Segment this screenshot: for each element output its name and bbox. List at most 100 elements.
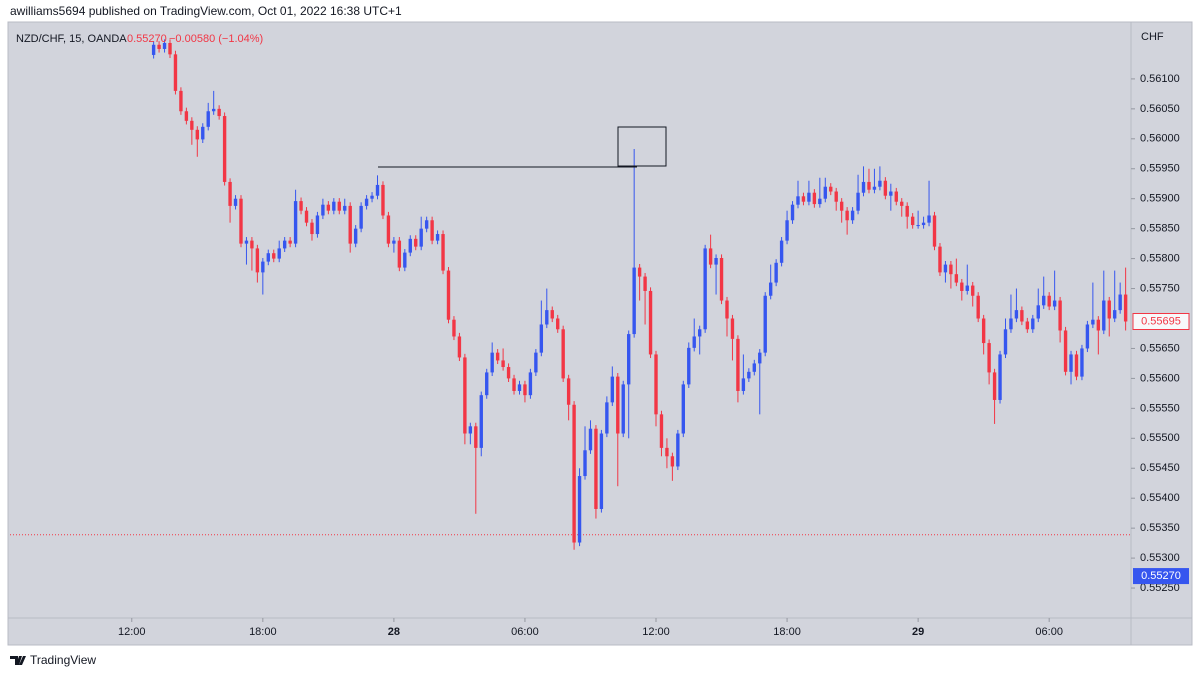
- candle-body: [867, 181, 871, 190]
- candle-body: [768, 282, 773, 296]
- candle-body: [293, 201, 298, 244]
- candle-body: [687, 347, 691, 385]
- candle-body: [708, 248, 713, 265]
- candle-body: [976, 295, 980, 319]
- candle-body: [949, 264, 953, 275]
- candle-body: [244, 240, 249, 244]
- candle-body: [364, 198, 369, 206]
- candle-body: [446, 270, 451, 320]
- publish-header: awilliams5694 published on TradingView.c…: [10, 4, 402, 18]
- x-tick-label: 18:00: [773, 626, 801, 638]
- candle-body: [550, 310, 554, 319]
- candle-body: [528, 372, 533, 396]
- candle-body: [468, 426, 473, 434]
- y-tick-label: 0.55250: [1140, 582, 1180, 594]
- candle-body: [779, 240, 784, 263]
- candle-body: [801, 196, 806, 202]
- candle-body: [943, 264, 948, 273]
- candle-body: [517, 384, 522, 391]
- candle-body: [1096, 319, 1101, 331]
- y-tick-label: 0.55500: [1140, 432, 1180, 444]
- candle-body: [211, 108, 216, 112]
- candle-body: [386, 215, 391, 244]
- candle-body: [326, 204, 331, 211]
- candle-body: [304, 210, 309, 223]
- candle-body: [910, 216, 915, 226]
- candle-body: [605, 402, 609, 434]
- candle-body: [381, 184, 385, 216]
- candle-body: [839, 201, 844, 211]
- candle-body: [277, 248, 281, 259]
- x-tick-label: 29: [912, 626, 924, 638]
- candle-body: [790, 204, 795, 221]
- candle-body: [1091, 319, 1095, 325]
- candle-body: [1118, 294, 1122, 311]
- candle-body: [272, 253, 276, 259]
- candle-body: [654, 354, 658, 415]
- y-tick-label: 0.55950: [1140, 163, 1180, 175]
- candle-body: [785, 220, 789, 241]
- candle-body: [850, 210, 855, 221]
- candle-body: [201, 126, 205, 140]
- candle-body: [556, 318, 560, 330]
- candle-body: [392, 240, 396, 244]
- y-tick-label: 0.55350: [1140, 522, 1180, 534]
- candle-body: [424, 220, 429, 229]
- candle-body: [987, 343, 991, 373]
- candle-body: [348, 205, 352, 244]
- candle-body: [719, 258, 724, 301]
- candle-body: [179, 90, 183, 112]
- candle-body: [266, 253, 270, 262]
- candle-body: [222, 116, 227, 182]
- candle-body: [583, 450, 587, 477]
- candle-body: [938, 246, 942, 273]
- candle-body: [954, 274, 959, 283]
- candle-body: [725, 300, 729, 319]
- candle-body: [1042, 295, 1046, 306]
- candle-body: [495, 352, 500, 361]
- x-tick-label: 12:00: [118, 626, 146, 638]
- candle-body: [676, 433, 680, 467]
- candle-body: [370, 195, 374, 199]
- candle-body: [829, 186, 833, 192]
- candle-body: [1052, 300, 1057, 307]
- candle-body: [485, 372, 489, 396]
- candle-body: [905, 205, 909, 217]
- candle-body: [572, 404, 576, 543]
- candle-body: [435, 234, 440, 241]
- candle-body: [452, 319, 456, 337]
- y-tick-label: 0.55750: [1140, 282, 1180, 294]
- candle-body: [184, 111, 189, 121]
- candle-body: [1047, 295, 1051, 307]
- candle-body: [1031, 318, 1035, 330]
- candle-body: [1058, 300, 1062, 331]
- candle-body: [665, 447, 669, 457]
- candle-body: [1074, 354, 1079, 377]
- candle-body: [1102, 300, 1106, 331]
- candle-body: [736, 338, 740, 391]
- candle-body: [337, 201, 341, 211]
- candle-body: [375, 184, 380, 196]
- candle-body: [861, 181, 866, 193]
- x-tick-label: 06:00: [511, 626, 539, 638]
- candle-body: [637, 267, 642, 277]
- candle-body: [343, 205, 347, 211]
- candle-body: [900, 201, 904, 206]
- candle-body: [190, 120, 194, 130]
- plot-area: [10, 39, 1130, 550]
- legend-symbol: NZD/CHF, 15, OANDA: [16, 33, 127, 45]
- y-tick-label: 0.55550: [1140, 402, 1180, 414]
- candle-body: [616, 376, 620, 434]
- candle-body: [566, 378, 571, 405]
- candle-body: [670, 456, 675, 467]
- candle-body: [927, 215, 931, 223]
- candle-body: [812, 192, 817, 205]
- candle-body: [681, 384, 686, 434]
- footer-logo: TradingView: [10, 653, 96, 667]
- candle-body: [714, 258, 718, 265]
- candle-body: [463, 357, 467, 434]
- candle-body: [823, 186, 827, 199]
- logo-icon: [10, 656, 26, 665]
- legend-price: 0.55270: [127, 33, 167, 45]
